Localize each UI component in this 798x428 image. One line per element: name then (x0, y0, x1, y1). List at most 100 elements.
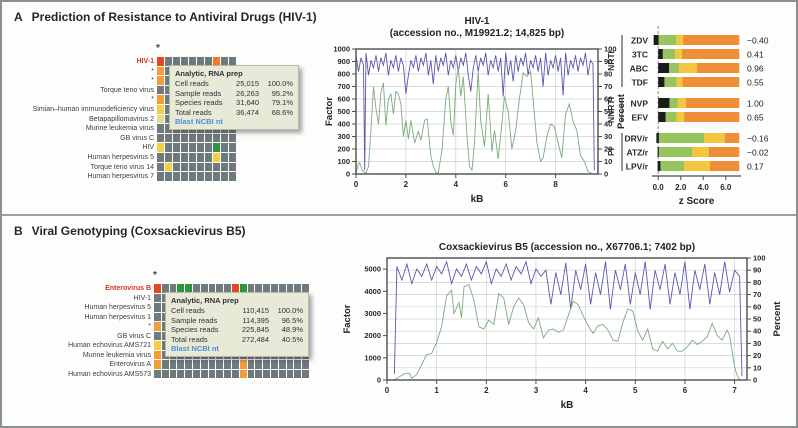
heatmap-cell[interactable] (221, 162, 228, 172)
heatmap-cell[interactable] (165, 57, 172, 66)
heatmap-cell[interactable] (208, 369, 216, 378)
heatmap-cell[interactable] (278, 360, 286, 369)
heatmap-cell[interactable] (189, 172, 196, 181)
heatmap-cell[interactable] (231, 284, 239, 293)
heatmap-cell[interactable] (173, 172, 180, 181)
heatmap-cell[interactable] (154, 322, 161, 331)
heatmap-cell[interactable] (197, 57, 204, 66)
heatmap-cell[interactable] (197, 152, 204, 162)
heatmap-cell[interactable] (173, 152, 180, 162)
heatmap-cell[interactable] (189, 57, 196, 66)
heatmap-cell[interactable] (247, 284, 255, 293)
heatmap-cell[interactable] (157, 114, 164, 124)
heatmap-cell[interactable] (189, 133, 196, 143)
heatmap-cell[interactable] (229, 172, 236, 181)
heatmap-cell[interactable] (286, 284, 294, 293)
heatmap-cell[interactable] (205, 57, 212, 66)
heatmap-cell[interactable] (239, 360, 247, 369)
heatmap-cell[interactable] (161, 360, 169, 369)
heatmap-cell[interactable] (205, 133, 212, 143)
heatmap-cell[interactable] (197, 162, 204, 172)
heatmap-cell[interactable] (229, 152, 236, 162)
heatmap-cell[interactable] (173, 162, 180, 172)
heatmap-cell[interactable] (157, 57, 164, 66)
heatmap-cell[interactable] (189, 143, 196, 152)
heatmap-cell[interactable] (192, 360, 200, 369)
heatmap-cell[interactable] (239, 369, 247, 378)
heatmap-cell[interactable] (173, 57, 180, 66)
heatmap-cell[interactable] (157, 133, 164, 143)
heatmap-cell[interactable] (205, 172, 212, 181)
heatmap-cell[interactable] (221, 152, 228, 162)
heatmap-cell[interactable] (169, 284, 177, 293)
heatmap-cell[interactable] (302, 284, 309, 293)
heatmap-cell[interactable] (181, 143, 188, 152)
heatmap-cell[interactable] (165, 162, 172, 172)
heatmap-cell[interactable] (169, 369, 177, 378)
heatmap-cell[interactable] (286, 369, 294, 378)
heatmap-cell[interactable] (200, 360, 208, 369)
heatmap-cell[interactable] (247, 369, 255, 378)
heatmap-cell[interactable] (157, 66, 164, 76)
heatmap-cell[interactable] (205, 143, 212, 152)
heatmap-cell[interactable] (181, 162, 188, 172)
heatmap-cell[interactable] (181, 172, 188, 181)
heatmap-cell[interactable] (294, 360, 302, 369)
heatmap-cell[interactable] (197, 133, 204, 143)
heatmap-cell[interactable] (224, 284, 231, 293)
heatmap-cell[interactable] (154, 331, 161, 340)
heatmap-cell[interactable] (189, 152, 196, 162)
heatmap-cell[interactable] (294, 369, 302, 378)
heatmap-cell[interactable] (189, 162, 196, 172)
heatmap-cell[interactable] (165, 124, 172, 133)
heatmap-cell[interactable] (231, 369, 239, 378)
heatmap-cell[interactable] (177, 284, 185, 293)
heatmap-cell[interactable] (165, 114, 172, 124)
heatmap-cell[interactable] (192, 369, 200, 378)
heatmap-cell[interactable] (229, 57, 236, 66)
heatmap-cell[interactable] (255, 369, 263, 378)
heatmap-cell[interactable] (213, 143, 220, 152)
heatmap-cell[interactable] (205, 152, 212, 162)
heatmap-cell[interactable] (213, 133, 220, 143)
heatmap-cell[interactable] (173, 133, 180, 143)
heatmap-cell[interactable] (154, 350, 161, 359)
heatmap-cell[interactable] (165, 95, 172, 104)
heatmap-cell[interactable] (192, 284, 200, 293)
heatmap-cell[interactable] (157, 95, 164, 104)
blast-ncbi-link-b[interactable]: Blast NCBI nt (171, 344, 219, 353)
heatmap-cell[interactable] (197, 172, 204, 181)
heatmap-cell[interactable] (161, 369, 169, 378)
heatmap-cell[interactable] (177, 360, 185, 369)
heatmap-cell[interactable] (229, 162, 236, 172)
heatmap-cell[interactable] (165, 133, 172, 143)
heatmap-cell[interactable] (208, 360, 216, 369)
heatmap-cell[interactable] (270, 360, 278, 369)
heatmap-cell[interactable] (165, 152, 172, 162)
heatmap-cell[interactable] (247, 360, 255, 369)
heatmap-cell[interactable] (216, 369, 224, 378)
heatmap-cell[interactable] (169, 360, 177, 369)
heatmap-cell[interactable] (263, 369, 270, 378)
heatmap-cell[interactable] (255, 360, 263, 369)
heatmap-cell[interactable] (157, 104, 164, 114)
heatmap-cell[interactable] (302, 360, 309, 369)
heatmap-cell[interactable] (229, 133, 236, 143)
heatmap-cell[interactable] (157, 85, 164, 95)
heatmap-cell[interactable] (154, 341, 161, 350)
heatmap-cell[interactable] (165, 143, 172, 152)
heatmap-cell[interactable] (200, 369, 208, 378)
heatmap-cell[interactable] (216, 360, 224, 369)
heatmap-cell[interactable] (278, 284, 286, 293)
heatmap-cell[interactable] (154, 293, 161, 302)
heatmap-cell[interactable] (157, 143, 164, 152)
heatmap-cell[interactable] (157, 172, 164, 181)
heatmap-cell[interactable] (185, 360, 192, 369)
heatmap-cell[interactable] (205, 162, 212, 172)
heatmap-cell[interactable] (157, 76, 164, 85)
heatmap-cell[interactable] (224, 369, 231, 378)
heatmap-cell[interactable] (154, 360, 161, 369)
heatmap-cell[interactable] (263, 284, 270, 293)
heatmap-cell[interactable] (161, 284, 169, 293)
heatmap-cell[interactable] (165, 104, 172, 114)
